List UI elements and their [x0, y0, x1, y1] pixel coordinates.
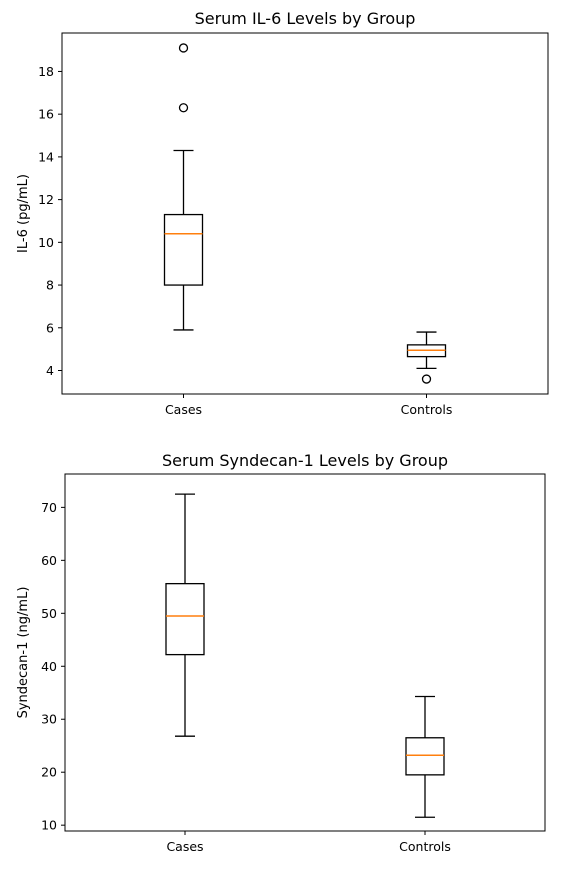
box-controls — [405, 695, 445, 818]
chart-title: Serum Syndecan-1 Levels by Group — [162, 451, 448, 470]
outlier-point — [178, 43, 189, 53]
y-tick-label: 70 — [41, 500, 57, 515]
chart-panel-2: Serum Syndecan-1 Levels by Group Syndecan… — [16, 451, 546, 854]
box-controls — [406, 331, 447, 384]
outlier-point — [178, 103, 189, 113]
y-tick-label: 16 — [38, 107, 54, 122]
y-tick-label: 12 — [38, 192, 54, 207]
x-tick-label: Cases — [165, 402, 202, 417]
y-tick-label: 4 — [46, 363, 54, 378]
y-tick-label: 60 — [41, 553, 57, 568]
box-cases — [163, 43, 204, 331]
y-tick-label: 30 — [41, 712, 57, 727]
outlier-point — [421, 374, 432, 384]
y-tick-label: 8 — [46, 278, 54, 293]
plot-area — [64, 473, 546, 832]
y-tick-label: 40 — [41, 659, 57, 674]
y-tick-label: 10 — [38, 235, 54, 250]
iqr-box — [163, 213, 204, 286]
iqr-box — [165, 582, 205, 656]
plot-area — [61, 32, 549, 395]
y-axis-label: IL-6 (pg/mL) — [16, 174, 31, 253]
iqr-box — [405, 737, 445, 776]
x-tick-label: Controls — [399, 839, 451, 854]
y-tick-label: 10 — [41, 818, 57, 833]
y-tick-label: 18 — [38, 64, 54, 79]
y-tick-label: 14 — [38, 149, 54, 164]
chart-title: Serum IL-6 Levels by Group — [195, 9, 416, 28]
y-axis-label: Syndecan-1 (ng/mL) — [16, 587, 31, 719]
y-tick-label: 50 — [41, 606, 57, 621]
chart-panel-1: Serum IL-6 Levels by Group IL-6 (pg/mL) 4 6… — [16, 9, 549, 417]
y-tick-label: 20 — [41, 765, 57, 780]
y-tick-label: 6 — [46, 320, 54, 335]
x-tick-label: Cases — [166, 839, 203, 854]
x-tick-label: Controls — [401, 402, 453, 417]
box-cases — [165, 493, 205, 737]
